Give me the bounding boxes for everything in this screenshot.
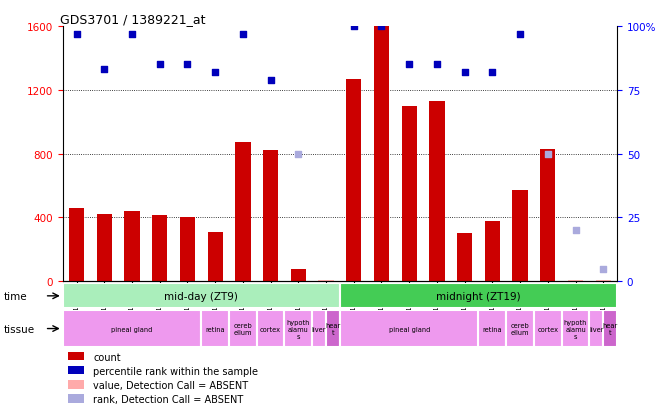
Bar <box>512 191 528 282</box>
Point <box>265 77 276 84</box>
Point <box>71 31 82 38</box>
Text: time: time <box>3 291 27 301</box>
Point <box>99 67 110 74</box>
Bar <box>374 27 389 282</box>
Bar <box>235 143 251 282</box>
Bar <box>534 311 562 347</box>
Point <box>238 31 248 38</box>
Bar <box>68 380 84 389</box>
Bar <box>63 284 340 309</box>
Text: cereb
ellum: cereb ellum <box>511 322 529 335</box>
Text: value, Detection Call = ABSENT: value, Detection Call = ABSENT <box>93 380 248 390</box>
Bar <box>290 269 306 282</box>
Bar <box>96 215 112 282</box>
Point <box>404 62 414 69</box>
Bar <box>180 218 195 282</box>
Point <box>487 69 498 76</box>
Point <box>459 69 470 76</box>
Bar <box>229 311 257 347</box>
Bar <box>326 311 340 347</box>
Point <box>154 62 165 69</box>
Text: cortex: cortex <box>537 326 558 332</box>
Text: hypoth
alamu
s: hypoth alamu s <box>286 319 310 339</box>
Point <box>570 228 581 234</box>
Bar <box>124 211 140 282</box>
Bar <box>68 366 84 375</box>
Text: rank, Detection Call = ABSENT: rank, Detection Call = ABSENT <box>93 394 244 404</box>
Point <box>376 24 387 30</box>
Bar <box>263 151 279 282</box>
Text: liver: liver <box>312 326 326 332</box>
Bar <box>69 209 84 282</box>
Bar <box>340 284 617 309</box>
Text: retina: retina <box>205 326 225 332</box>
Text: cereb
ellum: cereb ellum <box>234 322 252 335</box>
Bar <box>68 352 84 361</box>
Bar <box>568 281 583 282</box>
Bar <box>346 79 362 282</box>
Bar <box>457 234 473 282</box>
Text: percentile rank within the sample: percentile rank within the sample <box>93 366 258 376</box>
Point <box>293 151 304 157</box>
Point <box>210 69 220 76</box>
Point <box>127 31 137 38</box>
Bar <box>152 216 168 282</box>
Text: retina: retina <box>482 326 502 332</box>
Bar <box>207 232 223 282</box>
Bar <box>318 280 334 282</box>
Bar <box>595 281 611 282</box>
Text: GDS3701 / 1389221_at: GDS3701 / 1389221_at <box>60 13 205 26</box>
Text: hear
t: hear t <box>325 322 341 335</box>
Text: pineal gland: pineal gland <box>112 326 152 332</box>
Bar <box>401 107 417 282</box>
Bar <box>595 280 611 282</box>
Text: mid-day (ZT9): mid-day (ZT9) <box>164 291 238 301</box>
Bar <box>68 394 84 403</box>
Bar <box>568 280 583 282</box>
Bar <box>429 102 445 282</box>
Text: midnight (ZT19): midnight (ZT19) <box>436 291 521 301</box>
Text: hear
t: hear t <box>603 322 618 335</box>
Bar <box>478 311 506 347</box>
Bar <box>484 221 500 282</box>
Point <box>432 62 442 69</box>
Text: count: count <box>93 352 121 362</box>
Bar <box>506 311 534 347</box>
Bar <box>257 311 284 347</box>
Bar <box>284 311 312 347</box>
Point <box>182 62 193 69</box>
Text: pineal gland: pineal gland <box>389 326 430 332</box>
Bar <box>201 311 229 347</box>
Text: liver: liver <box>589 326 603 332</box>
Bar <box>589 311 603 347</box>
Text: tissue: tissue <box>3 324 34 334</box>
Bar <box>63 311 201 347</box>
Text: hypoth
alamu
s: hypoth alamu s <box>564 319 587 339</box>
Bar <box>340 311 478 347</box>
Bar <box>540 150 556 282</box>
Bar <box>312 311 326 347</box>
Text: cortex: cortex <box>260 326 281 332</box>
Bar <box>562 311 589 347</box>
Bar <box>318 280 334 282</box>
Point <box>515 31 525 38</box>
Point <box>543 151 553 157</box>
Bar <box>603 311 617 347</box>
Point <box>598 266 609 272</box>
Point <box>348 24 359 30</box>
